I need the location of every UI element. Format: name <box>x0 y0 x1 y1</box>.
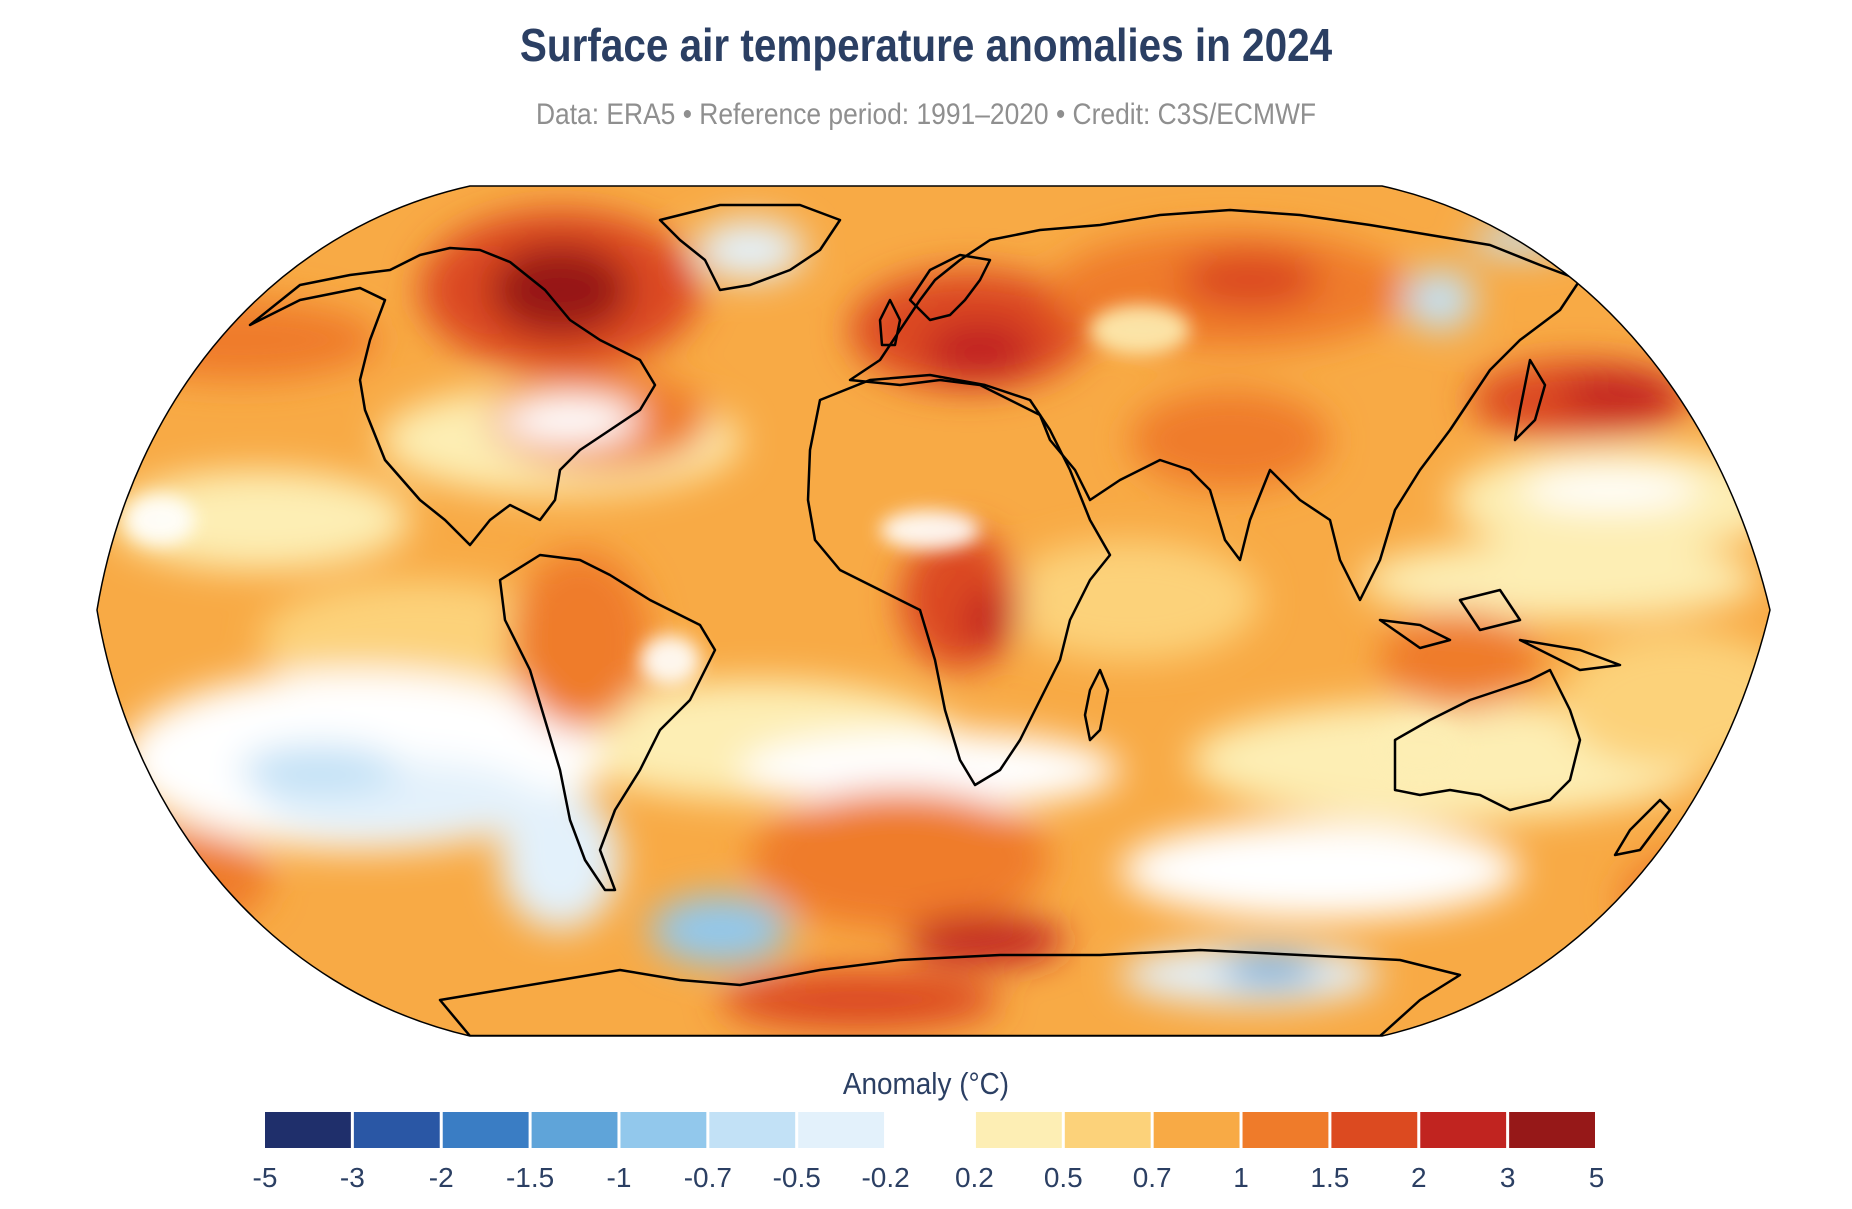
chart-subtitle: Data: ERA5 • Reference period: 1991–2020… <box>535 98 1317 131</box>
map-border <box>96 185 1771 1037</box>
coastline-greenland <box>658 203 842 292</box>
colorbar-tick-label: 0.2 <box>955 1162 994 1193</box>
colorbar-swatch <box>620 1112 707 1148</box>
colorbar-tick-label: 5 <box>1589 1162 1605 1193</box>
coastline-japan <box>1513 358 1547 442</box>
colorbar-tick-label: -0.2 <box>861 1162 909 1193</box>
colorbar-swatch <box>1064 1112 1151 1148</box>
coastline-africa <box>806 373 1112 787</box>
colorbar-tick-label: 1 <box>1233 1162 1249 1193</box>
colorbar-tick-label: -0.7 <box>684 1162 732 1193</box>
colorbar-swatch <box>265 1112 351 1148</box>
coastline-eurasia <box>848 208 1582 602</box>
coastline-scandinavia <box>908 253 992 322</box>
colorbar: -5 -3 -2 -1.5 -1 -0.7 -0.5 -0.2 0.2 0.5 0.7 1 1.5 2 3 5 <box>253 1112 1605 1193</box>
colorbar-tick-label: 2 <box>1411 1162 1427 1193</box>
colorbar-swatch <box>531 1112 618 1148</box>
coastline-uk <box>878 298 902 347</box>
colorbar-swatch <box>442 1112 529 1148</box>
colorbar-tick-label: -3 <box>340 1162 365 1193</box>
colorbar-swatch <box>798 1112 885 1148</box>
colorbar-tick-label: -5 <box>253 1162 278 1193</box>
colorbar-swatch <box>353 1112 440 1148</box>
coastline-antarctica <box>438 948 1462 1036</box>
map-fill <box>97 186 1770 1036</box>
colorbar-tick-label: -1 <box>607 1162 632 1193</box>
coastline-north-america <box>248 246 657 547</box>
coastline-australia <box>1393 668 1582 812</box>
coastline-south-america <box>498 553 717 892</box>
coastline-indonesia <box>1378 588 1622 672</box>
coastlines <box>248 203 1672 1036</box>
colorbar-tick-label: 0.7 <box>1133 1162 1172 1193</box>
colorbar-swatch <box>1420 1112 1507 1148</box>
colorbar-tick-label: 1.5 <box>1310 1162 1349 1193</box>
colorbar-tick-label: -1.5 <box>506 1162 554 1193</box>
colorbar-tick-label: -2 <box>429 1162 454 1193</box>
colorbar-swatch <box>887 1112 973 1148</box>
colorbar-tick-label: 3 <box>1500 1162 1516 1193</box>
colorbar-swatch <box>975 1112 1062 1148</box>
colorbar-swatch <box>709 1112 796 1148</box>
chart-title: Surface air temperature anomalies in 202… <box>519 19 1333 71</box>
colorbar-swatch <box>1242 1112 1329 1148</box>
colorbar-tick-label: 0.5 <box>1044 1162 1083 1193</box>
colorbar-swatch <box>1153 1112 1240 1148</box>
coastline-new-zealand <box>1613 798 1672 857</box>
coastline-madagascar <box>1083 668 1110 742</box>
colorbar-swatch <box>1331 1112 1418 1148</box>
colorbar-tick-label: -0.5 <box>773 1162 821 1193</box>
colorbar-swatch <box>1509 1112 1595 1148</box>
legend-title: Anomaly (°C) <box>842 1066 1010 1101</box>
anomaly-map <box>96 185 1771 1037</box>
